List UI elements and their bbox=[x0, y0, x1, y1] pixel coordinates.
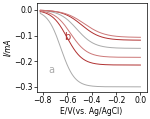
Y-axis label: I/mA: I/mA bbox=[3, 39, 12, 57]
Text: a: a bbox=[48, 65, 54, 75]
Text: b: b bbox=[64, 32, 70, 42]
X-axis label: E/V(vs. Ag/AgCl): E/V(vs. Ag/AgCl) bbox=[60, 107, 123, 116]
